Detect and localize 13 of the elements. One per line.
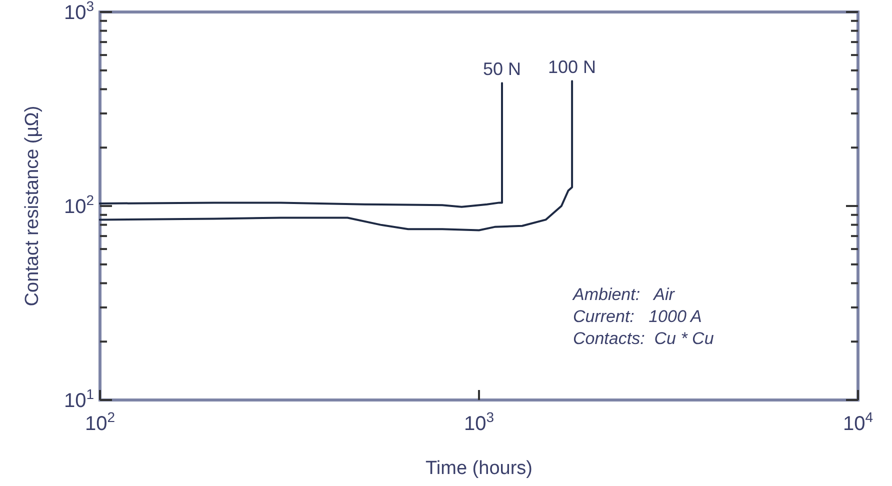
y-tick-label: 10$^{1}$: [64, 386, 94, 412]
x-tick-label: 10$^{3}$: [464, 409, 494, 435]
x-axis-title: Time (hours): [426, 458, 532, 479]
annotation: Current: 1000 A: [573, 307, 702, 326]
annotation: Ambient: Air: [572, 285, 676, 304]
annotation: 100 N: [548, 57, 596, 78]
x-tick-label: 10$^{2}$: [84, 409, 116, 435]
annotation: Contacts: Cu * Cu: [573, 329, 714, 348]
y-tick-label: 10$^{2}$: [64, 192, 94, 218]
annotation: 50 N: [482, 59, 522, 80]
y-tick-label: 10$^{3}$: [64, 0, 94, 24]
x-tick-label: 10$^{4}$: [842, 409, 874, 435]
y-axis-title: Contact resistance (µΩ): [22, 106, 43, 306]
